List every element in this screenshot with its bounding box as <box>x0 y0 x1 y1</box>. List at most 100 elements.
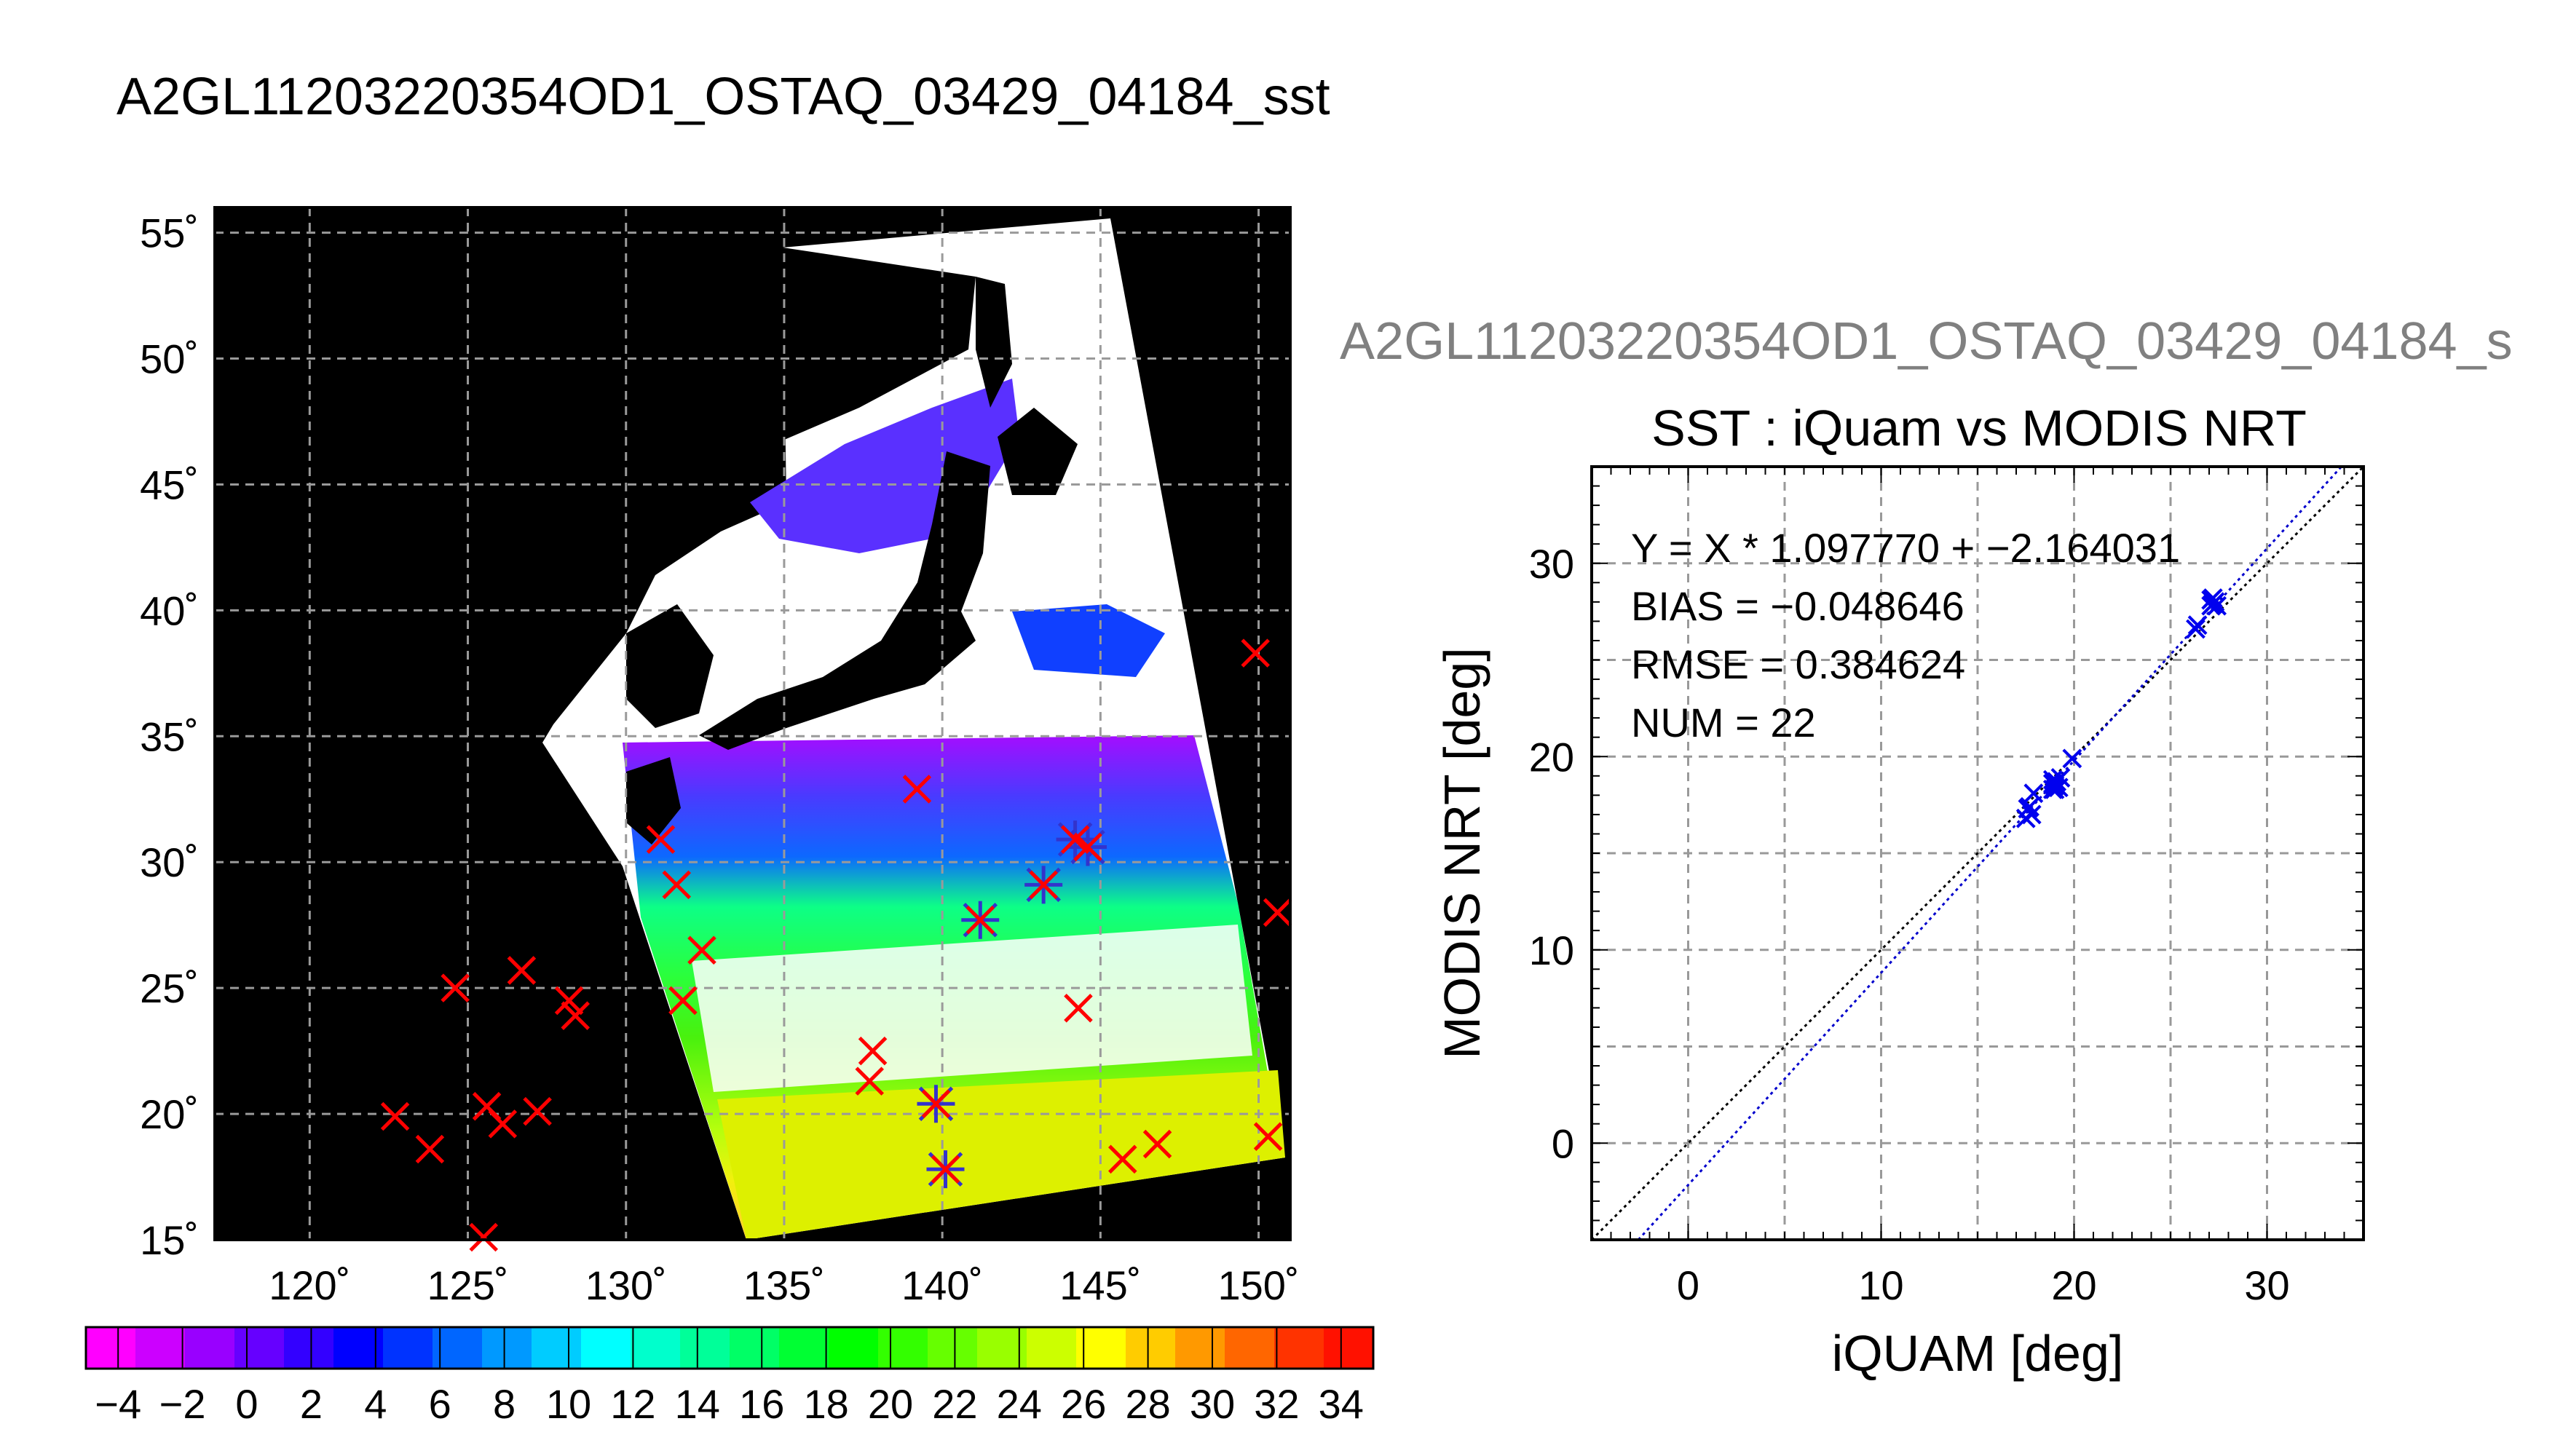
stat-bias: BIAS = −0.048646 <box>1631 583 1964 629</box>
marker-stroke <box>415 1134 445 1164</box>
colorbar-tick-label: 34 <box>1319 1381 1364 1427</box>
map-iquam-marker <box>441 973 470 1002</box>
marker-stroke <box>662 870 692 900</box>
colorbar-tick-label: 32 <box>1254 1381 1299 1427</box>
marker-stroke <box>1253 1122 1283 1151</box>
colorbar-tick-label: −4 <box>95 1381 141 1427</box>
scatter-y-tick-label: 10 <box>1529 927 1574 973</box>
marker-stroke <box>1263 898 1292 927</box>
colorbar-tick-label: 10 <box>546 1381 591 1427</box>
map-iquam-marker <box>1142 1129 1172 1159</box>
colorbar-cell <box>135 1327 186 1369</box>
map-iquam-marker <box>561 1001 590 1030</box>
colorbar-tick-label: 20 <box>868 1381 913 1427</box>
map-iquam-marker <box>668 986 698 1016</box>
scatter-x-axis-label: iQUAM [deg] <box>1832 1325 2124 1382</box>
colorbar-cell <box>284 1327 334 1369</box>
map-iquam-marker <box>1241 638 1270 668</box>
colorbar-tick-label: 6 <box>429 1381 451 1427</box>
colorbar-cell <box>482 1327 532 1369</box>
marker-stroke <box>441 973 470 1002</box>
scatter-lines <box>1590 465 2365 1241</box>
scatter-point <box>2062 748 2082 769</box>
colorbar-cell <box>532 1327 582 1369</box>
map-lat-tick-label: 45˚ <box>140 462 199 507</box>
marker-stroke <box>1241 638 1270 668</box>
map-iquam-marker <box>646 825 676 854</box>
colorbar-cell <box>1225 1327 1275 1369</box>
map-lat-tick-label: 35˚ <box>140 713 199 759</box>
colorbar-cell <box>1027 1327 1077 1369</box>
map-iquam-marker <box>1029 870 1058 900</box>
marker-stroke <box>2023 783 2044 804</box>
colorbar-tick-label: 24 <box>997 1381 1042 1427</box>
marker-stroke <box>472 1091 502 1121</box>
colorbar-cell <box>234 1327 285 1369</box>
scatter-point <box>2201 590 2222 610</box>
map-lon-tick-label: 130˚ <box>585 1262 667 1308</box>
map-lon-tick-label: 120˚ <box>269 1262 350 1308</box>
marker-stroke <box>965 905 995 935</box>
map-iquam-marker <box>1253 1122 1283 1151</box>
map-iquam-marker <box>931 1155 960 1184</box>
sst-white-gap <box>692 925 1252 1092</box>
map-lon-tick-label: 140˚ <box>901 1262 983 1308</box>
map-lat-tick-label: 40˚ <box>140 587 199 633</box>
map-lat-tick-label: 55˚ <box>140 210 199 256</box>
marker-stroke <box>380 1101 410 1131</box>
map-lat-tick-label: 15˚ <box>140 1217 199 1263</box>
colorbar-cell <box>86 1327 136 1369</box>
scatter-points <box>2015 588 2227 828</box>
scatter-y-tick-label: 30 <box>1529 541 1574 587</box>
identity-line <box>1590 465 2365 1241</box>
marker-stroke <box>561 1001 590 1030</box>
map-lat-tick-label: 25˚ <box>140 965 199 1011</box>
map-lat-tick-label: 20˚ <box>140 1091 199 1137</box>
colorbar-tick-label: 18 <box>803 1381 848 1427</box>
map-points <box>380 638 1292 1252</box>
map-iquam-marker <box>488 1109 518 1139</box>
marker-stroke <box>2042 774 2063 794</box>
scatter-x-tick-labels: 0 10 20 30 <box>1677 1262 2290 1308</box>
map-frame <box>213 206 1292 1241</box>
map-iquam-marker <box>554 986 584 1016</box>
map-iquam-marker <box>507 956 537 985</box>
colorbar-cell <box>1175 1327 1225 1369</box>
colorbar: −4 −2 0 2 4 6 8 10 12 14 16 18 20 22 24 26 28 30 32 34 <box>84 1326 1375 1427</box>
marker-stroke <box>902 775 932 804</box>
colorbar-tick-label: 16 <box>739 1381 784 1427</box>
scatter-point <box>2187 615 2208 636</box>
scatter-panel: SST : iQuam vs MODIS NRT 0 10 20 30 0 10 20 30… <box>1434 400 2365 1382</box>
scatter-stats: Y = X * 1.097770 + −2.164031 BIAS = −0.0… <box>1631 525 2180 745</box>
colorbar-cell <box>1324 1327 1374 1369</box>
scatter-grid <box>1592 467 2364 1240</box>
map-lon-tick-label: 135˚ <box>743 1262 825 1308</box>
marker-stroke <box>554 986 584 1016</box>
colorbar-tick-label: 4 <box>364 1381 387 1427</box>
scatter-frame <box>1590 465 2365 1241</box>
map-panel: 120˚ 125˚ 130˚ 135˚ 140˚ 145˚ 150˚ 15˚ 20˚ 25˚ 30… <box>140 206 1300 1308</box>
marker-stroke <box>1142 1129 1172 1159</box>
marker-stroke <box>2187 615 2208 636</box>
marker-stroke <box>687 935 716 965</box>
marker-stroke <box>2021 804 2042 825</box>
marker-stroke <box>2045 779 2065 799</box>
map-iquam-marker <box>415 1134 445 1164</box>
scatter-x-tick-label: 10 <box>1858 1262 1903 1308</box>
map-lon-tick-label: 145˚ <box>1059 1262 1141 1308</box>
map-lon-tick-label: 125˚ <box>427 1262 508 1308</box>
marker-stroke <box>1073 832 1102 862</box>
land-sakhalin <box>976 277 1012 408</box>
colorbar-tick-label: 26 <box>1061 1381 1106 1427</box>
marker-stroke <box>2020 796 2039 817</box>
colorbar-cell <box>730 1327 780 1369</box>
map-iquam-marker <box>380 1101 410 1131</box>
colorbar-tick-label: 30 <box>1190 1381 1235 1427</box>
colorbar-cell <box>1274 1327 1324 1369</box>
marker-stroke <box>1029 870 1058 900</box>
map-iquam-marker <box>965 905 995 935</box>
marker-stroke <box>921 1089 951 1119</box>
map-iquam-marker <box>1060 825 1090 854</box>
colorbar-cell <box>878 1327 928 1369</box>
colorbar-cells <box>86 1327 1374 1369</box>
